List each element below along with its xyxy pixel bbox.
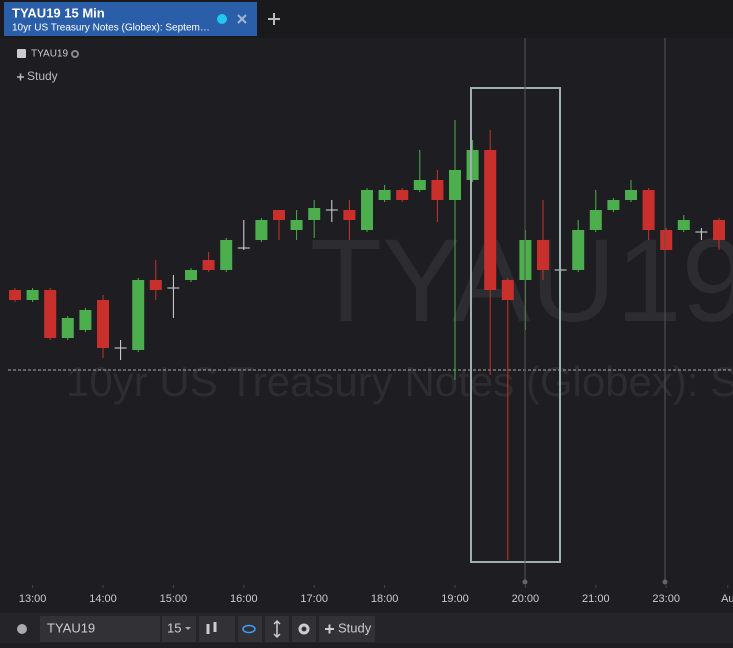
marker-dot [522, 579, 528, 585]
candle-body [713, 220, 725, 240]
candle-body [501, 280, 514, 300]
legend-checkbox[interactable] [17, 49, 26, 58]
candle-body [396, 190, 409, 200]
candle-body [79, 310, 92, 330]
x-tick-label: 23:00 [652, 593, 680, 605]
tab-subtitle: 10yr US Treasury Notes (Globex): Septem… [12, 23, 210, 34]
candle-body [9, 290, 21, 300]
settings-button[interactable] [292, 616, 316, 642]
candle-body [97, 300, 109, 348]
tab[interactable] [4, 2, 257, 36]
chart-area [0, 38, 733, 585]
candle-body [220, 240, 233, 270]
gear-icon [298, 623, 310, 635]
candle-body [589, 210, 602, 230]
candle-body [185, 270, 197, 280]
marker-dot [662, 579, 668, 585]
x-tick-label: 18:00 [371, 593, 399, 605]
toolbar-interval: 15 [167, 620, 181, 635]
candle-body [642, 190, 655, 230]
tab-title: TYAU19 15 Min [12, 5, 105, 20]
candle-body [466, 150, 479, 180]
x-tick-label: 13:00 [19, 593, 47, 605]
toolbar-symbol: TYAU19 [47, 620, 95, 635]
study-plus [325, 624, 334, 634]
chart-type-select[interactable] [199, 616, 235, 642]
candle-body [361, 190, 373, 230]
rectangle-drawing[interactable] [470, 87, 561, 563]
candle-body [378, 190, 391, 200]
x-tick-label: 21:00 [582, 593, 610, 605]
candle-icon [206, 622, 217, 634]
candle-body [343, 210, 356, 220]
candle-body [625, 190, 637, 200]
candle-body [660, 230, 673, 250]
candle-body [308, 208, 321, 220]
candle-body [26, 290, 39, 300]
legend-study[interactable]: Study [27, 69, 58, 83]
status-dot [217, 14, 227, 24]
candle-body [44, 290, 57, 338]
candle-body [537, 240, 549, 270]
legend-settings[interactable] [71, 50, 79, 58]
candle-body [484, 150, 497, 290]
candle-body [273, 210, 285, 220]
watermark-description: 10yr US Treasury Notes (Globex): S [66, 358, 733, 405]
candle-body [255, 220, 268, 240]
legend-symbol: TYAU19 [31, 49, 68, 60]
visibility-button[interactable] [238, 616, 262, 642]
add-tab[interactable] [268, 13, 280, 25]
dropdown-arrow [185, 627, 191, 630]
candle-body [607, 200, 620, 210]
toolbar-study: Study [338, 620, 372, 635]
candle-body [149, 280, 162, 290]
x-tick-label: 19:00 [441, 593, 469, 605]
candle-body [413, 180, 426, 190]
x-axis: 13:00 14:00 15:00 16:00 17:00 18:00 19:00 20:00… [19, 585, 733, 605]
x-tick-label: 20:00 [512, 593, 540, 605]
x-tick-label: Au [721, 593, 733, 605]
x-tick-label: 14:00 [89, 593, 117, 605]
info-icon[interactable] [17, 624, 27, 634]
candle-body [132, 280, 145, 350]
candle-body [449, 170, 461, 200]
candle-body [572, 230, 585, 270]
candle-body [431, 180, 444, 200]
x-tick-label: 16:00 [230, 593, 258, 605]
close-tab[interactable] [237, 14, 247, 24]
symbol-input[interactable] [40, 616, 160, 642]
x-tick-label: 15:00 [160, 593, 188, 605]
study-plus[interactable] [17, 73, 24, 81]
candle-body [202, 260, 215, 270]
x-tick-label: 17:00 [300, 593, 328, 605]
eye-icon [242, 624, 256, 634]
interval-select[interactable] [162, 616, 196, 642]
candle-body [61, 318, 74, 338]
scale-icon [273, 619, 281, 639]
candle-body [677, 220, 690, 230]
candle-body [290, 220, 303, 230]
